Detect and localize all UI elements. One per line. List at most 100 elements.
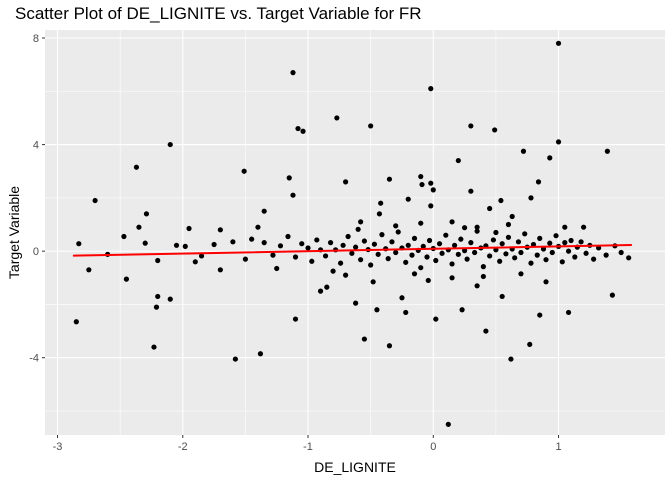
data-point xyxy=(418,173,424,180)
data-point xyxy=(155,293,161,300)
data-point xyxy=(182,243,188,249)
data-point xyxy=(578,239,584,245)
data-point xyxy=(121,233,127,240)
data-point xyxy=(498,197,504,204)
y-tick-label: 0 xyxy=(33,246,39,258)
data-point xyxy=(520,148,527,154)
data-point xyxy=(464,256,470,262)
data-point xyxy=(324,284,330,290)
data-point xyxy=(371,241,378,247)
data-point xyxy=(241,168,247,174)
data-point xyxy=(430,187,436,193)
data-point xyxy=(562,240,568,246)
data-point xyxy=(358,257,364,263)
data-point xyxy=(353,300,359,306)
x-tick-label: 1 xyxy=(555,441,561,453)
data-point xyxy=(290,70,296,76)
data-point xyxy=(261,208,267,214)
data-point xyxy=(409,252,415,258)
data-point xyxy=(461,248,468,254)
y-tick-label: -4 xyxy=(29,353,39,365)
data-point xyxy=(123,276,130,282)
data-point xyxy=(468,240,474,246)
data-point xyxy=(385,256,391,262)
data-point xyxy=(232,356,238,362)
x-tick-label: -1 xyxy=(303,441,313,453)
data-point xyxy=(345,233,351,240)
data-point xyxy=(143,211,150,217)
data-point xyxy=(572,254,578,260)
data-point xyxy=(285,233,291,240)
data-point xyxy=(355,226,361,232)
data-point xyxy=(535,179,542,185)
data-point xyxy=(547,155,553,161)
data-point xyxy=(487,205,493,212)
data-point xyxy=(527,341,533,348)
data-point xyxy=(449,219,455,225)
data-point xyxy=(270,252,276,258)
data-point xyxy=(136,224,142,230)
data-point xyxy=(361,238,367,244)
data-point xyxy=(543,257,549,263)
data-point xyxy=(322,253,329,259)
plot-panel xyxy=(45,30,665,435)
data-point xyxy=(173,242,180,248)
data-point xyxy=(499,293,505,300)
data-point xyxy=(386,176,393,182)
data-point xyxy=(217,267,223,273)
data-point xyxy=(142,240,148,246)
data-point xyxy=(609,292,615,298)
data-point xyxy=(449,261,455,267)
data-point xyxy=(411,235,418,241)
data-point xyxy=(353,244,359,250)
data-point xyxy=(490,237,497,243)
x-axis-title: DE_LIGNITE xyxy=(314,459,396,475)
data-point xyxy=(512,255,518,261)
data-point xyxy=(343,272,349,278)
data-point xyxy=(257,351,264,357)
data-point xyxy=(242,256,249,262)
data-point xyxy=(405,242,411,248)
data-point xyxy=(309,258,315,264)
data-point xyxy=(337,260,344,266)
data-point xyxy=(565,309,572,316)
data-point xyxy=(458,236,464,242)
data-point xyxy=(420,243,426,249)
data-point xyxy=(483,328,489,334)
data-point xyxy=(547,240,553,246)
data-point xyxy=(534,252,540,258)
data-point xyxy=(505,221,512,228)
data-point xyxy=(395,229,401,235)
data-point xyxy=(433,316,439,322)
data-point xyxy=(433,257,439,264)
data-point xyxy=(255,224,261,230)
data-point xyxy=(300,128,306,134)
data-point xyxy=(368,123,374,129)
data-point xyxy=(133,164,140,170)
data-point xyxy=(474,283,480,289)
data-point xyxy=(559,259,565,265)
data-point xyxy=(426,237,433,244)
data-point xyxy=(537,235,543,241)
data-point xyxy=(474,228,480,234)
data-point xyxy=(292,254,299,260)
data-point xyxy=(292,316,299,322)
data-point xyxy=(411,271,418,277)
data-point xyxy=(537,312,543,318)
data-point xyxy=(295,125,301,132)
data-point xyxy=(86,267,92,273)
data-point xyxy=(509,213,515,220)
data-point xyxy=(393,249,399,256)
data-point xyxy=(472,249,478,256)
data-point xyxy=(361,336,367,342)
data-point xyxy=(151,344,157,350)
data-point xyxy=(549,249,555,256)
data-point xyxy=(492,127,498,133)
chart-title: Scatter Plot of DE_LIGNITE vs. Target Va… xyxy=(15,4,422,23)
data-point xyxy=(334,115,340,121)
data-point xyxy=(73,319,79,325)
x-tick-label: -3 xyxy=(53,441,63,453)
data-point xyxy=(468,188,474,194)
data-point xyxy=(515,239,522,245)
data-point xyxy=(505,234,512,240)
